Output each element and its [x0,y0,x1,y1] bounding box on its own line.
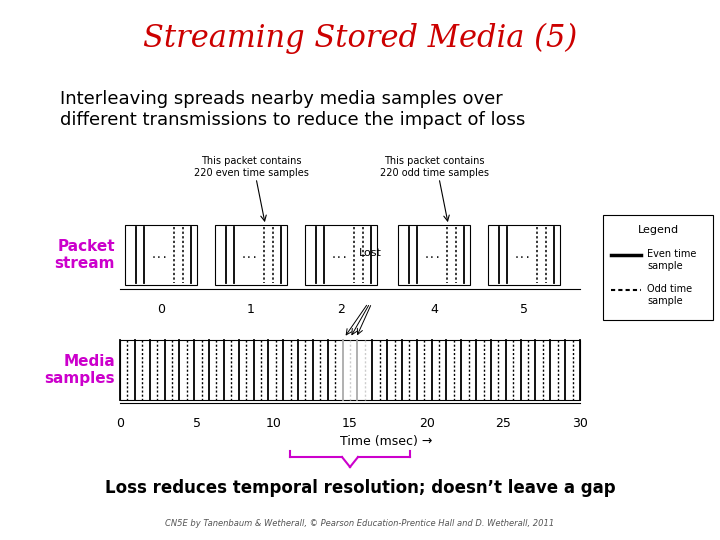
Bar [120,340,580,400]
Text: 0: 0 [157,303,165,316]
Bar [488,225,560,285]
Text: Media
samples: Media samples [45,354,115,386]
Text: This packet contains
220 odd time samples: This packet contains 220 odd time sample… [379,157,488,178]
Text: 4: 4 [430,303,438,316]
Text: 1: 1 [247,303,255,316]
Text: Streaming Stored Media (5): Streaming Stored Media (5) [143,22,577,53]
Bar [305,225,377,285]
Text: 5: 5 [520,303,528,316]
Text: 10: 10 [266,417,282,430]
Text: Loss reduces temporal resolution; doesn’t leave a gap: Loss reduces temporal resolution; doesn’… [104,479,616,497]
Text: Lost: Lost [359,248,382,258]
Text: Odd time
sample: Odd time sample [647,284,692,306]
Text: CN5E by Tanenbaum & Wetherall, © Pearson Education-Prentice Hall and D. Wetheral: CN5E by Tanenbaum & Wetherall, © Pearson… [166,519,554,528]
Text: 25: 25 [495,417,511,430]
Text: ...: ... [330,250,348,260]
Text: ...: ... [150,250,168,260]
Text: ...: ... [424,250,441,260]
Text: Even time
sample: Even time sample [647,249,696,271]
Text: 5: 5 [193,417,201,430]
Text: ...: ... [514,250,531,260]
Bar [215,225,287,285]
Text: Time (msec) →: Time (msec) → [340,435,433,448]
Text: 2: 2 [337,303,345,316]
Text: Legend: Legend [637,225,678,235]
Text: 20: 20 [419,417,435,430]
Text: Packet
stream: Packet stream [55,239,115,271]
Text: ...: ... [240,250,258,260]
Bar [398,225,470,285]
Text: 0: 0 [116,417,124,430]
Text: Interleaving spreads nearby media samples over
different transmissions to reduce: Interleaving spreads nearby media sample… [60,90,526,129]
Bar [603,215,713,320]
Bar [125,225,197,285]
Text: 15: 15 [342,417,358,430]
Text: This packet contains
220 even time samples: This packet contains 220 even time sampl… [194,157,308,178]
Text: 30: 30 [572,417,588,430]
